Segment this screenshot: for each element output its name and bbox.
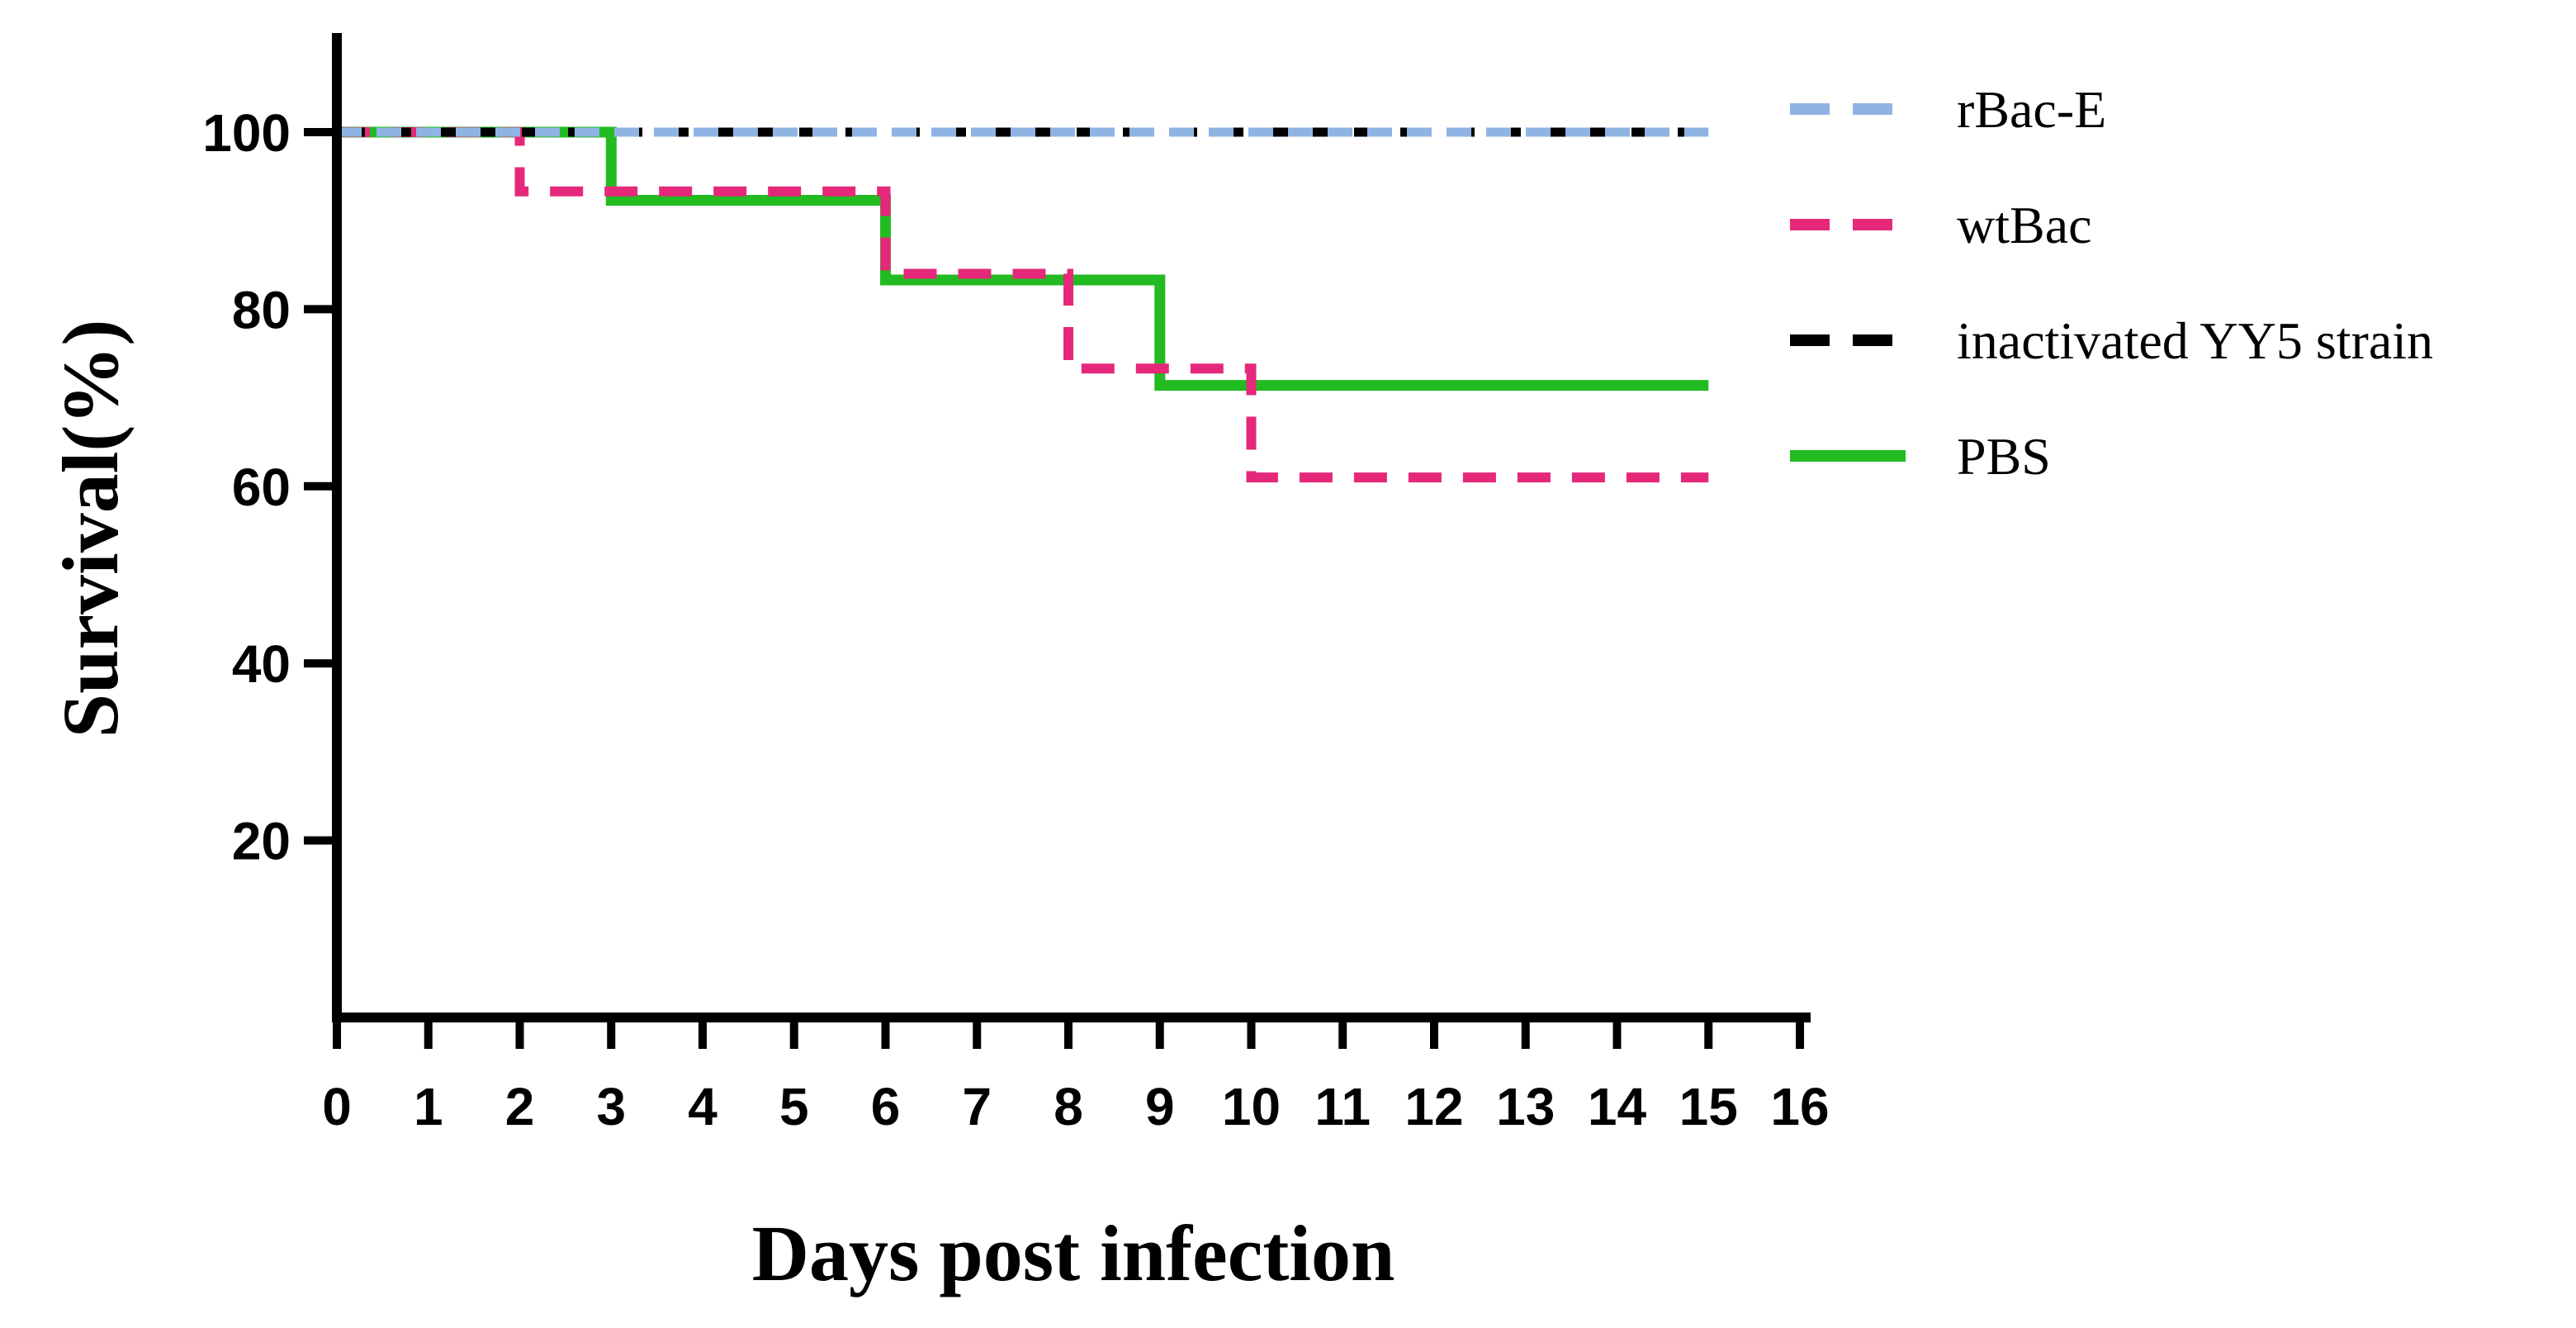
x-tick-label-6: 6 — [871, 1077, 901, 1136]
x-tick-label-11: 11 — [1314, 1077, 1371, 1136]
y-tick-label-1: 40 — [232, 634, 291, 694]
legend-label-1: wtBac — [1957, 196, 2092, 254]
legend-label-3: PBS — [1957, 427, 2051, 486]
x-tick-label-15: 15 — [1679, 1077, 1738, 1136]
x-tick-label-2: 2 — [505, 1077, 535, 1136]
x-tick-label-16: 16 — [1770, 1077, 1829, 1136]
legend: rBac-E wtBac inactivated YY5 strain PBS — [1790, 80, 2433, 486]
x-tick-label-3: 3 — [596, 1077, 626, 1136]
y-axis-title: Survival(%) — [46, 320, 135, 738]
x-tick-label-12: 12 — [1404, 1077, 1463, 1136]
x-tick-label-13: 13 — [1496, 1077, 1555, 1136]
series-line-3 — [337, 126, 1709, 391]
y-tick-label-4: 100 — [202, 103, 291, 163]
plot-series — [337, 126, 1709, 483]
x-tick-label-1: 1 — [414, 1077, 443, 1136]
x-tick-label-7: 7 — [962, 1077, 992, 1136]
y-tick-label-3: 80 — [232, 280, 291, 339]
y-tick-label-0: 20 — [232, 812, 291, 871]
legend-label-0: rBac-E — [1957, 80, 2106, 139]
legend-label-2: inactivated YY5 strain — [1957, 311, 2433, 370]
x-tick-label-0: 0 — [322, 1077, 352, 1136]
x-tick-label-4: 4 — [688, 1077, 717, 1136]
x-tick-label-8: 8 — [1054, 1077, 1083, 1136]
x-axis-title: Days post infection — [752, 1209, 1395, 1297]
x-tick-label-5: 5 — [779, 1077, 809, 1136]
x-tick-label-9: 9 — [1145, 1077, 1175, 1136]
y-tick-label-2: 60 — [232, 458, 291, 517]
series-line-1 — [337, 127, 1709, 483]
x-tick-label-14: 14 — [1588, 1077, 1647, 1136]
x-tick-label-10: 10 — [1222, 1077, 1281, 1136]
